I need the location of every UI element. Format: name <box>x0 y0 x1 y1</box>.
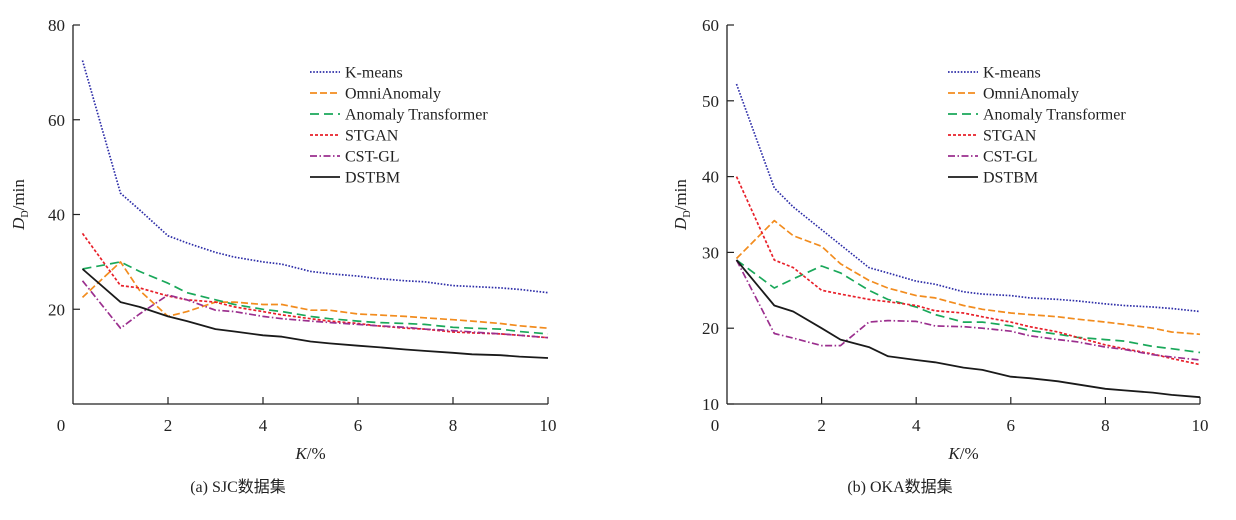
y-tick-label: 40 <box>702 168 719 187</box>
series-line-dstbm <box>81 268 549 359</box>
chart-caption: (a) SJC数据集 <box>190 478 286 496</box>
legend-label: STGAN <box>983 128 1037 145</box>
x-tick-label: 2 <box>164 416 173 435</box>
x-tick-label: 4 <box>259 416 268 435</box>
chart-caption: (b) OKA数据集 <box>847 478 952 496</box>
y-tick-label: 30 <box>702 243 719 262</box>
y-axis-title-sub: D <box>20 210 31 217</box>
x-tick-label: 10 <box>540 416 557 435</box>
y-axis-title-sub: D <box>682 210 693 217</box>
y-tick-label: 60 <box>48 111 65 130</box>
y-tick-label: 60 <box>702 16 719 35</box>
x-axis-title: K/% <box>947 444 978 463</box>
chart-a: 20 40 60 80 0 2 4 6 8 10 K/% DD/min K-means OmniAnoma… <box>9 16 557 496</box>
series-line-anomaly-transformer <box>82 261 549 335</box>
series-line-anomaly-transformer <box>735 259 1201 354</box>
x-axis-title-unit: /% <box>960 444 979 463</box>
series-line-stgan <box>735 176 1201 366</box>
y-axis-title: DD/min <box>671 179 693 231</box>
series-line-cst-gl <box>735 259 1201 361</box>
series-line-omnianomaly <box>735 219 1201 336</box>
x-tick-label: 8 <box>1101 416 1110 435</box>
series-line-dstbm <box>735 259 1201 399</box>
series-line-k-means <box>81 60 549 294</box>
legend-label: K-means <box>345 65 403 82</box>
x-tick-label: 0 <box>711 416 720 435</box>
legend-label: OmniAnomaly <box>345 86 441 103</box>
legend-label: CST-GL <box>983 149 1038 166</box>
legend-label: K-means <box>983 65 1041 82</box>
x-axis-title-var: K <box>947 444 961 463</box>
legend-label: Anomaly Transformer <box>345 107 488 124</box>
y-tick-label: 50 <box>702 92 719 111</box>
legend-label: CST-GL <box>345 149 400 166</box>
y-tick-label: 10 <box>702 395 719 414</box>
x-tick-label: 6 <box>354 416 363 435</box>
series-line-cst-gl <box>81 280 549 339</box>
y-tick-label: 20 <box>702 319 719 338</box>
y-tick-label: 80 <box>48 16 65 35</box>
chart-b: 10 20 30 40 50 60 0 2 4 6 8 10 K/% DD/min K-means OmniA… <box>671 16 1209 496</box>
x-axis-title-unit: /% <box>307 444 326 463</box>
legend: K-means OmniAnomaly Anomaly Transformer STG… <box>310 65 488 187</box>
x-tick-label: 8 <box>449 416 458 435</box>
series-line-k-means <box>735 83 1201 313</box>
legend-label: STGAN <box>345 128 399 145</box>
legend-label: DSTBM <box>983 170 1038 187</box>
legend: K-means OmniAnomaly Anomaly Transformer STG… <box>948 65 1126 187</box>
legend-label: Anomaly Transformer <box>983 107 1126 124</box>
y-axis-title: DD/min <box>9 179 31 231</box>
y-axis-title-var: D <box>9 217 28 231</box>
legend-label: DSTBM <box>345 170 400 187</box>
x-axis-title: K/% <box>294 444 325 463</box>
x-tick-label: 4 <box>912 416 921 435</box>
x-tick-label: 10 <box>1192 416 1209 435</box>
x-axis-title-var: K <box>294 444 308 463</box>
x-tick-label: 0 <box>57 416 66 435</box>
y-axis-title-unit: /min <box>671 179 690 211</box>
y-tick-label: 40 <box>48 206 65 225</box>
y-axis-title-var: D <box>671 217 690 231</box>
y-axis-title-unit: /min <box>9 179 28 211</box>
y-tick-label: 20 <box>48 300 65 319</box>
x-tick-label: 2 <box>817 416 826 435</box>
series-line-omnianomaly <box>81 261 549 330</box>
series-line-stgan <box>81 232 549 339</box>
x-tick-label: 6 <box>1007 416 1016 435</box>
legend-label: OmniAnomaly <box>983 86 1079 103</box>
